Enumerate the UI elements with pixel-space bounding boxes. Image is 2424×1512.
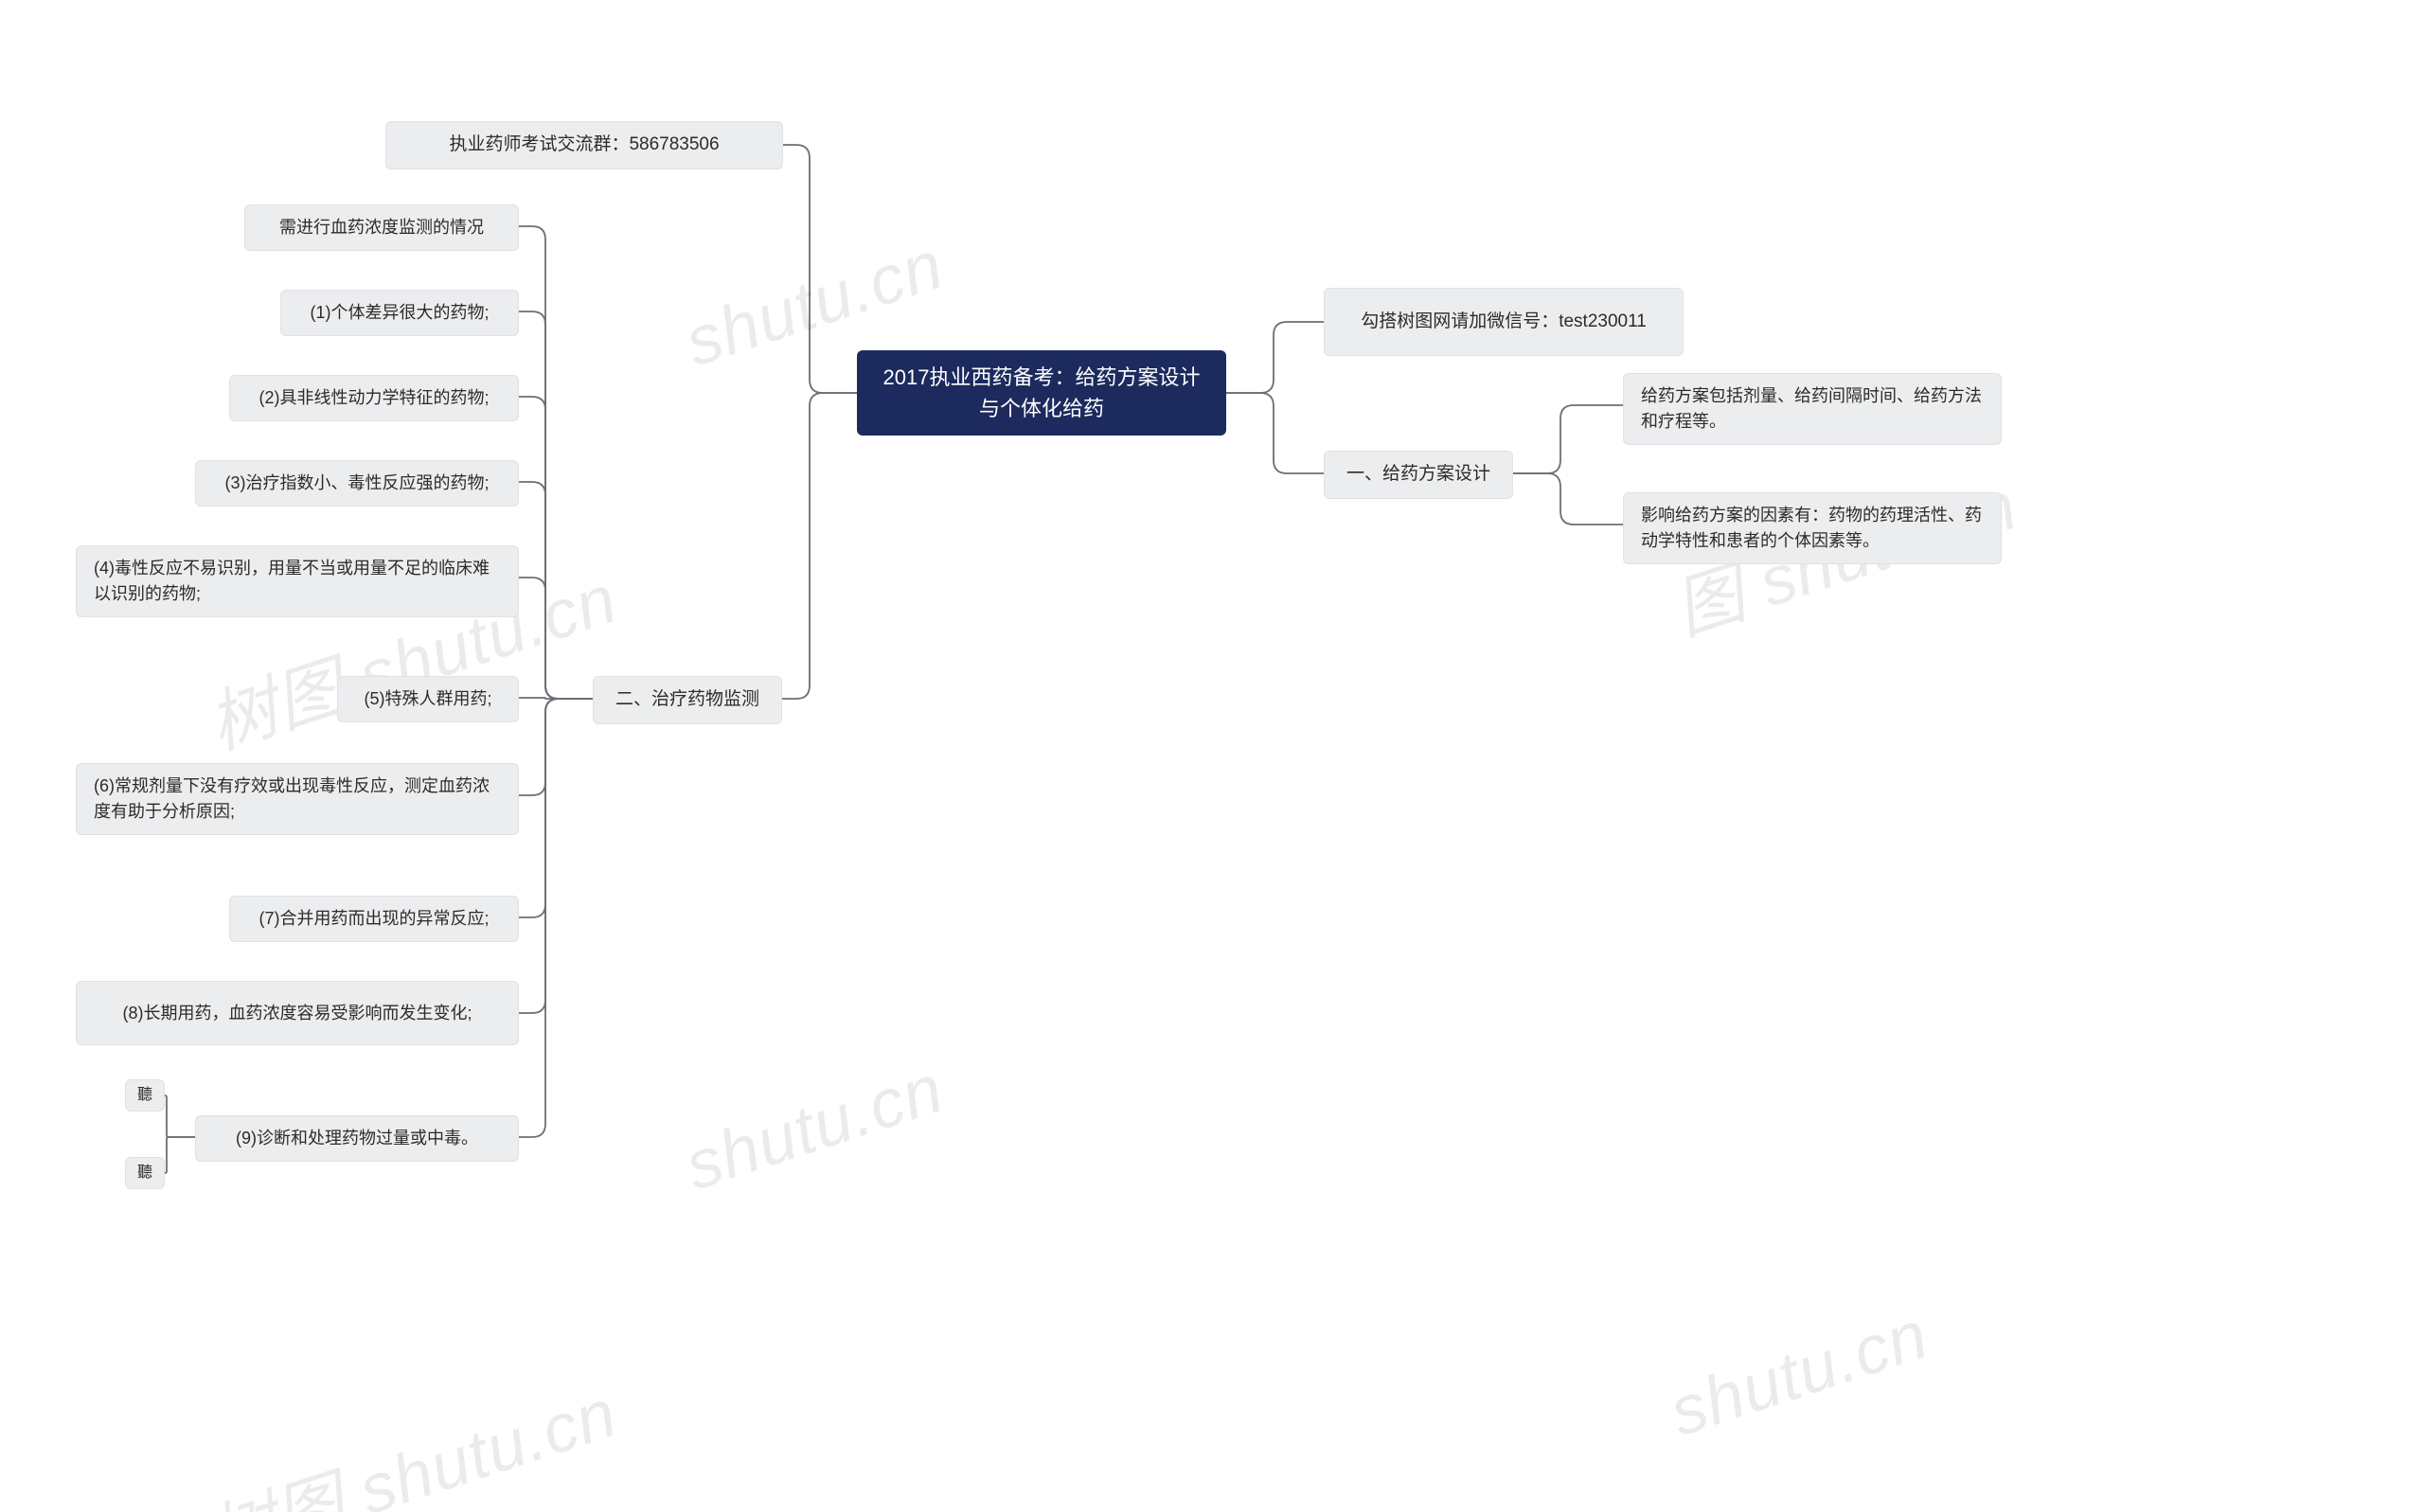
right-branch-1: 一、给药方案设计: [1324, 451, 1513, 499]
left-branch-1-child-6: (6)常规剂量下没有疗效或出现毒性反应，测定血药浓度有助于分析原因;: [76, 763, 519, 835]
left-branch-1: 二、治疗药物监测: [593, 676, 782, 724]
watermark-5: shutu.cn: [1661, 1296, 1937, 1452]
right-branch-1-child-0: 给药方案包括剂量、给药间隔时间、给药方法和疗程等。: [1623, 373, 2002, 445]
left-branch-1-child-2: (2)具非线性动力学特征的药物;: [229, 375, 519, 421]
left-branch-1-child-4: (4)毒性反应不易识别，用量不当或用量不足的临床难以识别的药物;: [76, 545, 519, 617]
left-branch-1-child-9-g-0: 聽: [125, 1079, 165, 1112]
left-branch-1-child-0: 需进行血药浓度监测的情况: [244, 205, 519, 251]
left-branch-1-child-5: (5)特殊人群用药;: [337, 676, 519, 722]
right-branch-1-child-1: 影响给药方案的因素有：药物的药理活性、药动学特性和患者的个体因素等。: [1623, 492, 2002, 564]
left-branch-1-child-9: (9)诊断和处理药物过量或中毒。: [195, 1115, 519, 1162]
watermark-3: 树图 shutu.cn: [194, 1357, 628, 1512]
left-branch-1-child-9-g-1: 聽: [125, 1157, 165, 1189]
left-branch-1-child-7: (7)合并用药而出现的异常反应;: [229, 896, 519, 942]
watermark-4: shutu.cn: [676, 1050, 953, 1206]
left-branch-0: 执业药师考试交流群：586783506: [385, 121, 783, 169]
left-branch-1-child-1: (1)个体差异很大的药物;: [280, 290, 519, 336]
right-branch-0: 勾搭树图网请加微信号：test230011: [1324, 288, 1684, 356]
mindmap-root: 2017执业西药备考：给药方案设计与个体化给药: [857, 350, 1226, 436]
left-branch-1-child-8: (8)长期用药，血药浓度容易受影响而发生变化;: [76, 981, 519, 1045]
left-branch-1-child-3: (3)治疗指数小、毒性反应强的药物;: [195, 460, 519, 507]
